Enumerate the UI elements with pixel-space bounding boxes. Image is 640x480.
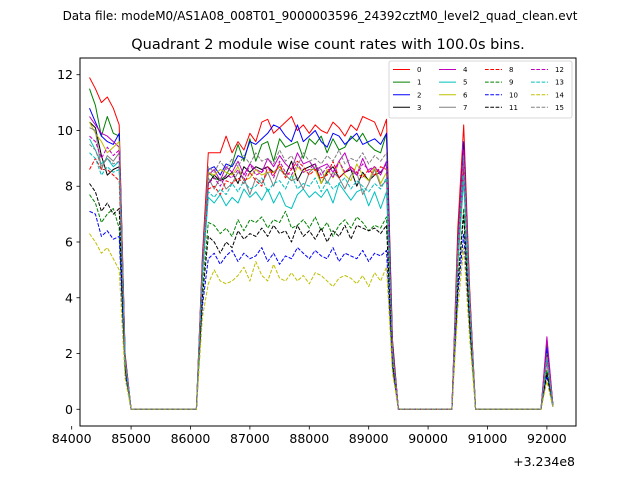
series-line-15 — [89, 144, 554, 410]
y-tick-label-4: 4 — [65, 290, 73, 305]
legend-label-4: 4 — [463, 66, 468, 74]
x-offset-label: +3.234e8 — [513, 454, 575, 469]
series-line-5 — [89, 138, 554, 410]
legend-box — [388, 60, 573, 119]
y-tick-label-8: 8 — [65, 179, 73, 194]
legend-label-3: 3 — [417, 104, 421, 112]
series-line-11 — [89, 183, 554, 410]
legend-label-15: 15 — [555, 104, 564, 112]
y-tick-label-6: 6 — [65, 235, 73, 250]
chart-title: Quadrant 2 module wise count rates with … — [131, 37, 525, 53]
x-tick-label-91000: 91000 — [468, 431, 508, 446]
x-tick-label-85000: 85000 — [111, 431, 151, 446]
y-axis: 0 2 4 6 8 10 12 — [57, 67, 80, 417]
plot-lines — [89, 77, 554, 410]
x-tick-label-86000: 86000 — [171, 431, 211, 446]
series-line-8 — [89, 157, 554, 410]
legend-label-0: 0 — [417, 66, 421, 74]
suptitle: Data file: modeM0/AS1A08_008T01_90000035… — [63, 9, 578, 23]
legend-label-11: 11 — [509, 104, 518, 112]
series-line-9 — [89, 194, 554, 410]
series-line-0 — [89, 77, 554, 410]
series-line-1 — [89, 88, 554, 410]
x-tick-label-92000: 92000 — [527, 431, 567, 446]
legend-label-13: 13 — [555, 79, 564, 87]
legend-label-10: 10 — [509, 91, 518, 99]
x-tick-label-87000: 87000 — [230, 431, 270, 446]
series-line-3 — [89, 121, 554, 410]
x-tick-label-88000: 88000 — [289, 431, 329, 446]
series-line-13 — [89, 152, 554, 410]
legend-label-5: 5 — [463, 79, 467, 87]
y-tick-label-12: 12 — [57, 67, 73, 82]
series-line-6 — [89, 121, 554, 410]
x-tick-label-89000: 89000 — [349, 431, 389, 446]
series-line-2 — [89, 108, 554, 410]
legend-label-6: 6 — [463, 91, 468, 99]
y-tick-label-0: 0 — [65, 402, 73, 417]
series-line-7 — [89, 127, 554, 410]
series-line-10 — [89, 210, 554, 410]
legend-label-2: 2 — [417, 91, 421, 99]
y-tick-label-2: 2 — [65, 346, 73, 361]
series-line-4 — [89, 116, 554, 410]
legend-label-7: 7 — [463, 104, 467, 112]
legend-label-14: 14 — [555, 91, 564, 99]
x-axis: 84000 85000 86000 87000 88000 89000 90000 91000… — [52, 426, 567, 446]
x-tick-label-90000: 90000 — [408, 431, 448, 446]
series-line-14 — [89, 233, 554, 410]
legend-label-9: 9 — [509, 79, 513, 87]
legend-label-8: 8 — [509, 66, 513, 74]
legend-label-1: 1 — [417, 79, 421, 87]
legend-label-12: 12 — [555, 66, 564, 74]
plot-frame — [79, 57, 577, 427]
y-tick-label-10: 10 — [57, 123, 73, 138]
x-tick-label-84000: 84000 — [52, 431, 92, 446]
